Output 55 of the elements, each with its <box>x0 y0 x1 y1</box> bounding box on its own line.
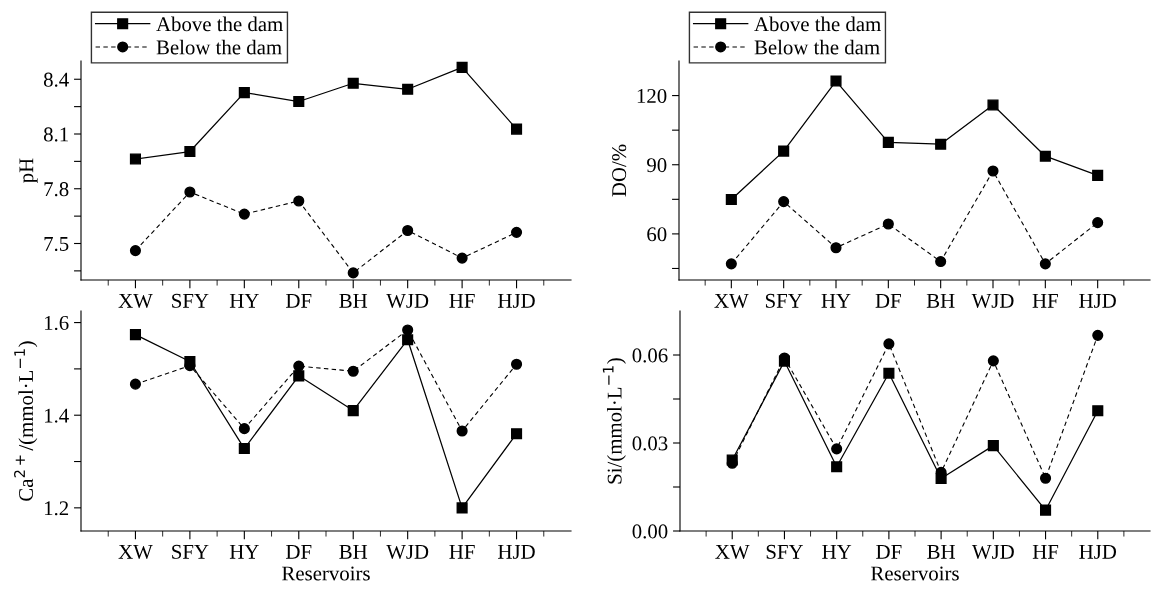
x-tick-label: XW <box>714 294 749 308</box>
x-tick-label: SFY <box>172 293 209 308</box>
y-tick-label: 7.8 <box>44 182 69 197</box>
x-tick-label: HF <box>1032 545 1059 559</box>
x-axis-title: Reservoirs <box>871 566 959 581</box>
x-tick-label: XW <box>715 545 750 559</box>
x-tick-label: BH <box>339 545 368 559</box>
y-axis-title: Ca$^{2+}$/(mmol·L$^{−1}$) <box>14 341 38 501</box>
legend-label: Below the dam <box>754 39 880 55</box>
x-tick-label: XW <box>118 294 153 308</box>
x-tick-label: WJD <box>971 545 1014 559</box>
x-tick-label: HJD <box>498 294 535 308</box>
y-axis-title: pH <box>19 158 38 183</box>
x-tick-label: SFY <box>766 544 804 559</box>
x-tick-label: HF <box>449 545 475 559</box>
x-tick-label: DF <box>876 545 902 559</box>
y-tick-label: 7.5 <box>44 237 69 252</box>
x-tick-label: HY <box>229 294 259 308</box>
x-tick-label: HY <box>822 545 852 559</box>
x-tick-label: BH <box>926 294 955 308</box>
y-tick-label: 8.1 <box>43 127 68 142</box>
x-axis-title: Reservoirs <box>282 566 370 581</box>
x-tick-label: HF <box>449 294 475 308</box>
y-tick-label: 0.06 <box>632 348 668 363</box>
x-tick-label: HJD <box>498 545 535 559</box>
y-tick-label: 120 <box>637 88 667 104</box>
x-tick-label: DF <box>875 294 901 308</box>
y-axis-title: DO/% <box>612 144 627 197</box>
x-tick-label: SFY <box>765 293 803 308</box>
y-tick-label: 1.6 <box>44 316 69 331</box>
y-tick-label: 90 <box>647 158 667 173</box>
x-tick-label: HY <box>821 294 851 308</box>
y-tick-label: 60 <box>647 227 667 242</box>
x-tick-label: BH <box>339 294 368 308</box>
x-tick-label: HJD <box>1079 294 1116 308</box>
legend-label: Below the dam <box>156 39 282 55</box>
legend-label: Above the dam <box>754 16 881 32</box>
x-tick-label: WJD <box>386 294 429 308</box>
x-tick-label: WJD <box>971 294 1014 308</box>
x-tick-label: XW <box>118 545 153 559</box>
x-tick-label: HY <box>229 545 259 559</box>
y-tick-label: 0.00 <box>632 524 668 539</box>
x-tick-label: DF <box>286 294 312 308</box>
x-tick-label: WJD <box>386 545 429 559</box>
y-tick-label: 1.4 <box>44 408 69 423</box>
y-tick-label: 1.2 <box>44 501 69 516</box>
y-tick-label: 0.03 <box>632 436 668 451</box>
x-tick-label: BH <box>927 545 955 559</box>
x-tick-label: DF <box>286 545 312 559</box>
x-tick-label: HF <box>1032 294 1058 308</box>
legend-label: Above the dam <box>156 16 283 32</box>
x-tick-label: HJD <box>1079 545 1117 559</box>
x-tick-label: SFY <box>172 544 209 559</box>
y-axis-title: Si/(mmol·L$^{−1}$) <box>602 358 626 484</box>
y-tick-label: 8.4 <box>43 72 69 87</box>
